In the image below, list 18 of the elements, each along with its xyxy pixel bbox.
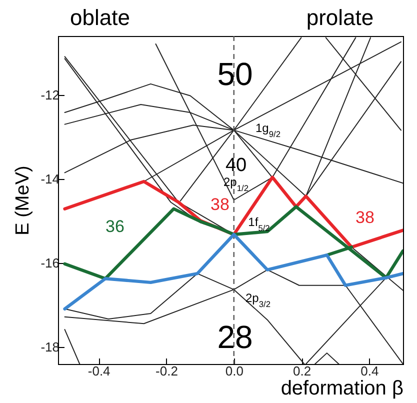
text: 38 [356,208,374,227]
annotation: 50 [217,56,253,92]
annotation: 28 [217,319,253,355]
series-label: 38 [210,195,230,214]
annotation: 1g$_{9/2}$ [255,121,281,139]
text: oblate [70,5,130,30]
annotation: 40 [225,155,247,176]
x-tick-label: -0.4 [88,364,110,378]
series-label: 36 [106,217,124,236]
x-tick-label: 0.4 [360,364,379,378]
x-tick-label: 0.0 [225,364,244,378]
y-axis-title: E (MeV) [12,166,34,236]
annotation: 1f$_{5/2}$ [248,215,270,233]
x-tick-label: -0.2 [156,364,178,378]
annotation: 2p$_{3/2}$ [245,291,271,309]
text: prolate [306,5,374,30]
x-axis-title: deformation β [280,378,404,400]
x-tick-label: 0.2 [292,364,312,378]
